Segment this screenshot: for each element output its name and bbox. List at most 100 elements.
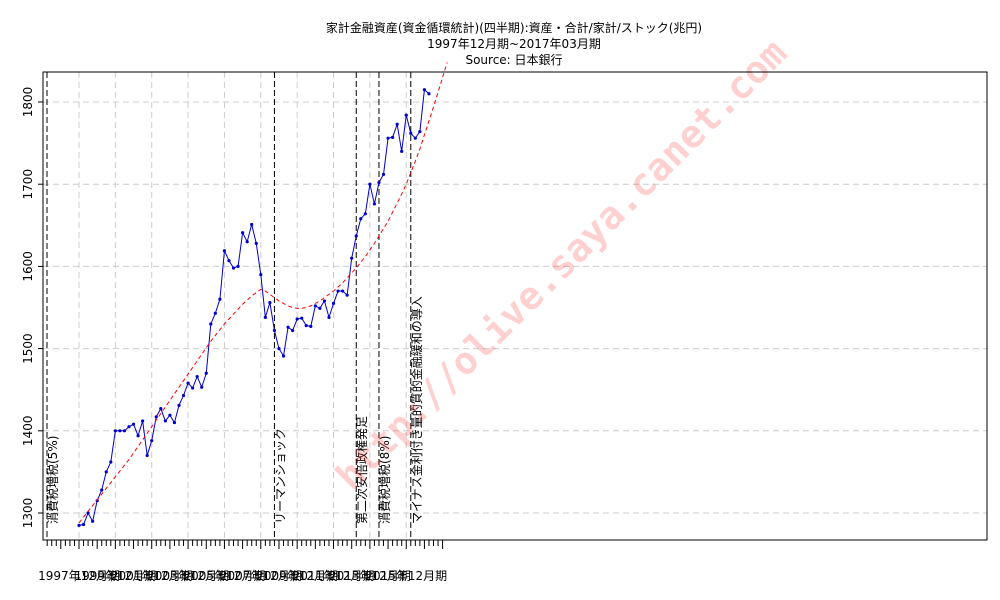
watermark-text: http://olive.saya.canet.com (327, 30, 795, 498)
series-group (77, 62, 448, 527)
data-point (86, 511, 90, 515)
data-point (141, 419, 145, 423)
event-label: 第二次安倍政権発足 (354, 416, 369, 524)
data-point (354, 234, 358, 238)
data-point (109, 460, 113, 464)
data-point (400, 149, 404, 153)
data-point (331, 301, 336, 305)
data-point (122, 429, 127, 433)
data-point (413, 136, 417, 140)
data-point (200, 385, 204, 389)
event-label: マイナス金利付き量的質的金融緩和の導入 (409, 296, 424, 524)
data-point (272, 328, 277, 333)
data-point (300, 316, 304, 320)
data-point (104, 470, 108, 474)
y-tick-label: 1800 (21, 87, 35, 118)
data-point (341, 289, 345, 293)
x-tick-label: 2001年12月期 (111, 569, 193, 583)
data-point (213, 311, 217, 315)
data-point (77, 523, 81, 527)
x-tick-label: 2013年12月期 (329, 569, 411, 583)
x-tick-label: 2009年12月期 (256, 569, 338, 583)
x-tick-label: 2005年12月期 (184, 569, 266, 583)
x-tick-label: 2011年12月期 (293, 569, 375, 583)
x-tick-label: 1999年12月期 (74, 569, 156, 583)
series-line-actual (78, 88, 430, 526)
chart-title: 家計金融資産(資金循環統計)(四半期):資産・合計/家計/ストック(兆円) (325, 21, 703, 35)
data-point (227, 259, 231, 263)
data-point (222, 249, 227, 253)
data-point (336, 289, 340, 293)
data-point (291, 328, 295, 333)
data-point (186, 381, 190, 385)
data-point (386, 136, 390, 140)
data-point (95, 499, 99, 503)
y-tick-label: 1500 (21, 333, 35, 364)
data-point (295, 317, 299, 321)
data-point (404, 113, 408, 117)
data-point (100, 488, 104, 492)
data-point (304, 323, 308, 328)
data-point (91, 519, 95, 523)
data-point (277, 347, 281, 351)
data-point (359, 217, 363, 221)
data-point (127, 425, 131, 429)
data-point (345, 293, 349, 297)
data-point (131, 422, 136, 426)
data-point (259, 273, 263, 277)
data-point (172, 420, 177, 425)
data-point (313, 304, 317, 308)
data-point (363, 212, 367, 216)
data-point (409, 131, 413, 135)
data-point (372, 202, 377, 206)
axes: 1300 1400 1500 1600 1700 1800 1997年12月期1999年12… (21, 87, 447, 583)
data-point (327, 315, 331, 319)
data-point (118, 429, 122, 433)
data-point (268, 300, 272, 305)
data-point (204, 371, 208, 375)
data-point (350, 256, 354, 260)
data-point (368, 182, 372, 186)
data-point (377, 180, 381, 185)
data-point (168, 413, 172, 417)
y-tick-label: 1600 (21, 251, 35, 282)
data-point (113, 429, 117, 433)
data-point (191, 386, 195, 390)
data-point (309, 324, 313, 329)
data-point (218, 297, 222, 301)
chart-subtitle: 1997年12月期~2017年03月期 (427, 37, 601, 51)
event-label: 消費税増税(8%) (377, 436, 392, 524)
data-point (381, 172, 386, 176)
data-point (418, 129, 422, 134)
data-point (254, 241, 258, 245)
data-point (322, 299, 327, 303)
data-point (163, 419, 167, 423)
x-tick-label: 2007年12月期 (220, 569, 302, 583)
data-point (195, 374, 199, 379)
data-point (177, 403, 181, 407)
chart-source: Source: 日本銀行 (465, 53, 563, 67)
plot-frame (42, 71, 988, 541)
data-point (281, 354, 286, 358)
series-line-trend (78, 62, 448, 524)
event-label: 消費税増税(5%) (45, 436, 60, 524)
data-point (81, 522, 86, 527)
data-point (318, 306, 322, 310)
x-tick-label: 2015年12月期 (365, 569, 447, 583)
data-point (245, 240, 249, 244)
event-label: リーマンショック (273, 428, 287, 524)
data-point (236, 264, 240, 268)
chart-titles: 家計金融資産(資金循環統計)(四半期):資産・合計/家計/ストック(兆円) 19… (0, 20, 1000, 68)
data-point (181, 393, 186, 398)
data-point (250, 222, 254, 227)
data-point (427, 92, 431, 96)
data-point (136, 434, 140, 438)
x-tick-label: 2003年12月期 (147, 569, 229, 583)
y-tick-label: 1400 (21, 416, 35, 447)
data-point (150, 439, 154, 443)
event-lines: 消費税増税(5%) リーマンショック 第二次安倍政権発足 消費税増税(8%) マイナス金… (45, 72, 424, 540)
data-point (159, 407, 163, 411)
x-tick-label: 1997年12月期 (38, 569, 120, 583)
grid (43, 72, 987, 540)
